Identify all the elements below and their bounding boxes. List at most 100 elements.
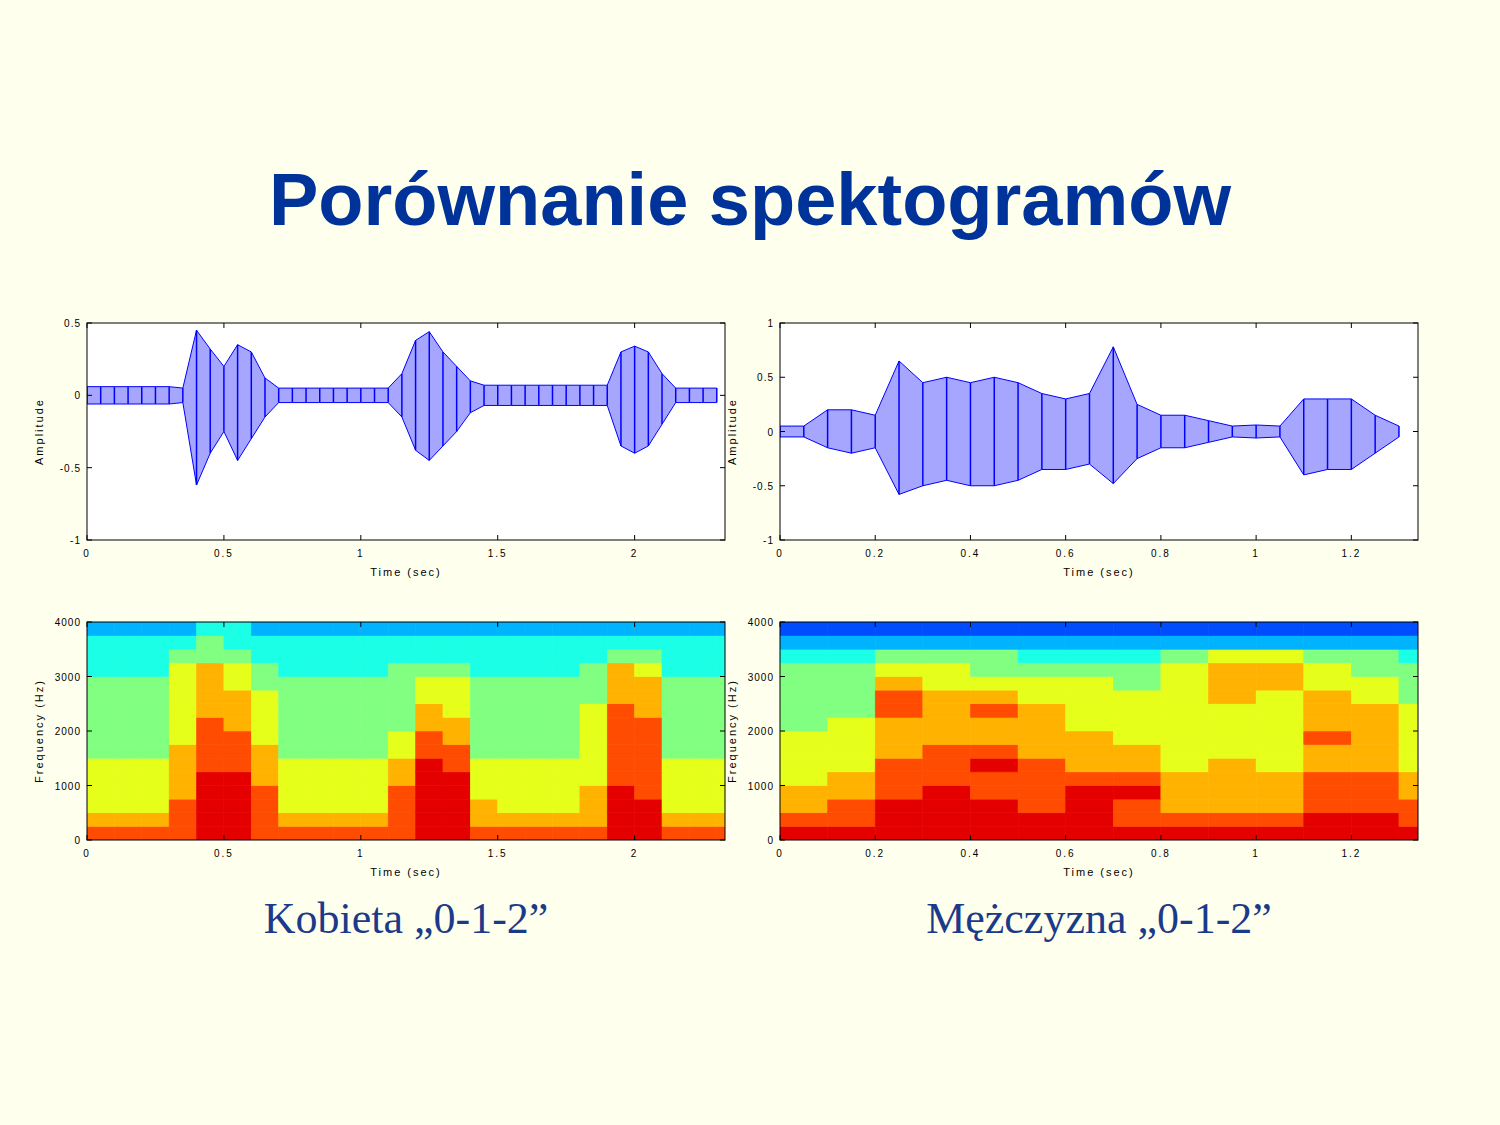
amplitude-span [196,330,198,485]
heatmap-cell [388,677,415,691]
x-axis-label: Time (sec) [1063,866,1135,878]
heatmap-cell [1209,772,1257,786]
heatmap-cell [635,772,662,786]
heatmap-cell [1351,717,1399,731]
heatmap-cell [169,622,196,636]
heatmap-cell [717,772,725,786]
heatmap-cell [1161,786,1209,800]
x-tick-label: 0.8 [1151,548,1171,559]
heatmap-cell [279,622,306,636]
heatmap-cell [1161,731,1209,745]
heatmap-cell [689,745,716,759]
plot-frame [780,622,1418,840]
amplitude-span [237,345,239,461]
heatmap-cell [552,677,579,691]
heatmap-cell [416,813,443,827]
heatmap-cell [1399,826,1418,840]
heatmap-cell [689,690,716,704]
heatmap-cell [87,731,114,745]
heatmap-cell [498,731,525,745]
heatmap-cell [1304,758,1352,772]
heatmap-cell [1256,717,1304,731]
heatmap-cell [970,731,1018,745]
heatmap-cell [635,663,662,677]
heatmap-cell [114,677,141,691]
y-tick-label: 2000 [55,726,81,737]
heatmap-cell [1018,745,1066,759]
heatmap-cell [1256,649,1304,663]
amplitude-span [333,388,335,402]
y-tick-label: -1 [70,535,81,546]
heatmap-cell [875,772,923,786]
heatmap-cell [552,758,579,772]
heatmap-cell [114,636,141,650]
heatmap-cell [1161,799,1209,813]
heatmap-cell [361,826,388,840]
heatmap-cell [1066,799,1114,813]
heatmap-cell [279,663,306,677]
heatmap-cell [470,799,497,813]
heatmap-cell [114,813,141,827]
amplitude-span [1041,394,1043,470]
heatmap-cell [923,826,971,840]
heatmap-cell [717,758,725,772]
heatmap-cell [552,690,579,704]
heatmap-cell [498,663,525,677]
heatmap-cell [443,663,470,677]
amplitude-span [114,387,116,404]
x-tick [780,535,781,540]
heatmap-cell [416,704,443,718]
heatmap-cell [552,731,579,745]
heatmap-cell [525,799,552,813]
x-tick-label: 0.6 [1056,848,1076,859]
heatmap-cell [1351,813,1399,827]
heatmap-cell [416,826,443,840]
y-tick [87,785,92,786]
envelope-line [87,403,717,485]
heatmap-cell [224,677,251,691]
heatmap-cell [197,826,224,840]
heatmap-cell [580,704,607,718]
heatmap-cell [525,704,552,718]
heatmap-cell [388,772,415,786]
y-tick-label: 4000 [748,617,774,628]
heatmap-cell [114,826,141,840]
heatmap-cell [717,786,725,800]
heatmap-cell [470,622,497,636]
heatmap-cell [169,826,196,840]
envelope-line [780,347,1399,426]
heatmap-cell [169,663,196,677]
heatmap-cell [1018,813,1066,827]
heatmap-cell [580,813,607,827]
heatmap-cell [361,622,388,636]
heatmap-cell [306,731,333,745]
x-tick [875,323,876,328]
y-tick-label: -0.5 [60,463,81,474]
amplitude-span [415,340,417,450]
heatmap-cell [333,786,360,800]
heatmap-cell [470,826,497,840]
heatmap-cell [525,649,552,663]
heatmap-cell [1209,622,1257,636]
heatmap-cell [1351,758,1399,772]
heatmap-cell [717,690,725,704]
heatmap-cell [580,731,607,745]
x-tick [360,622,361,627]
heatmap-cell [388,813,415,827]
heatmap-cell [580,799,607,813]
heatmap-cell [1304,745,1352,759]
heatmap-cell [1209,663,1257,677]
heatmap-cell [169,704,196,718]
heatmap-cell [970,758,1018,772]
heatmap-cell [470,786,497,800]
heatmap-cell [1113,786,1161,800]
x-tick [360,535,361,540]
heatmap-cell [333,649,360,663]
heatmap-cell [224,799,251,813]
heatmap-cell [1209,799,1257,813]
heatmap-cell [87,690,114,704]
heatmap-cell [1113,731,1161,745]
heatmap-cell [828,731,876,745]
amplitude-span [100,387,102,404]
heatmap-cell [1066,772,1114,786]
